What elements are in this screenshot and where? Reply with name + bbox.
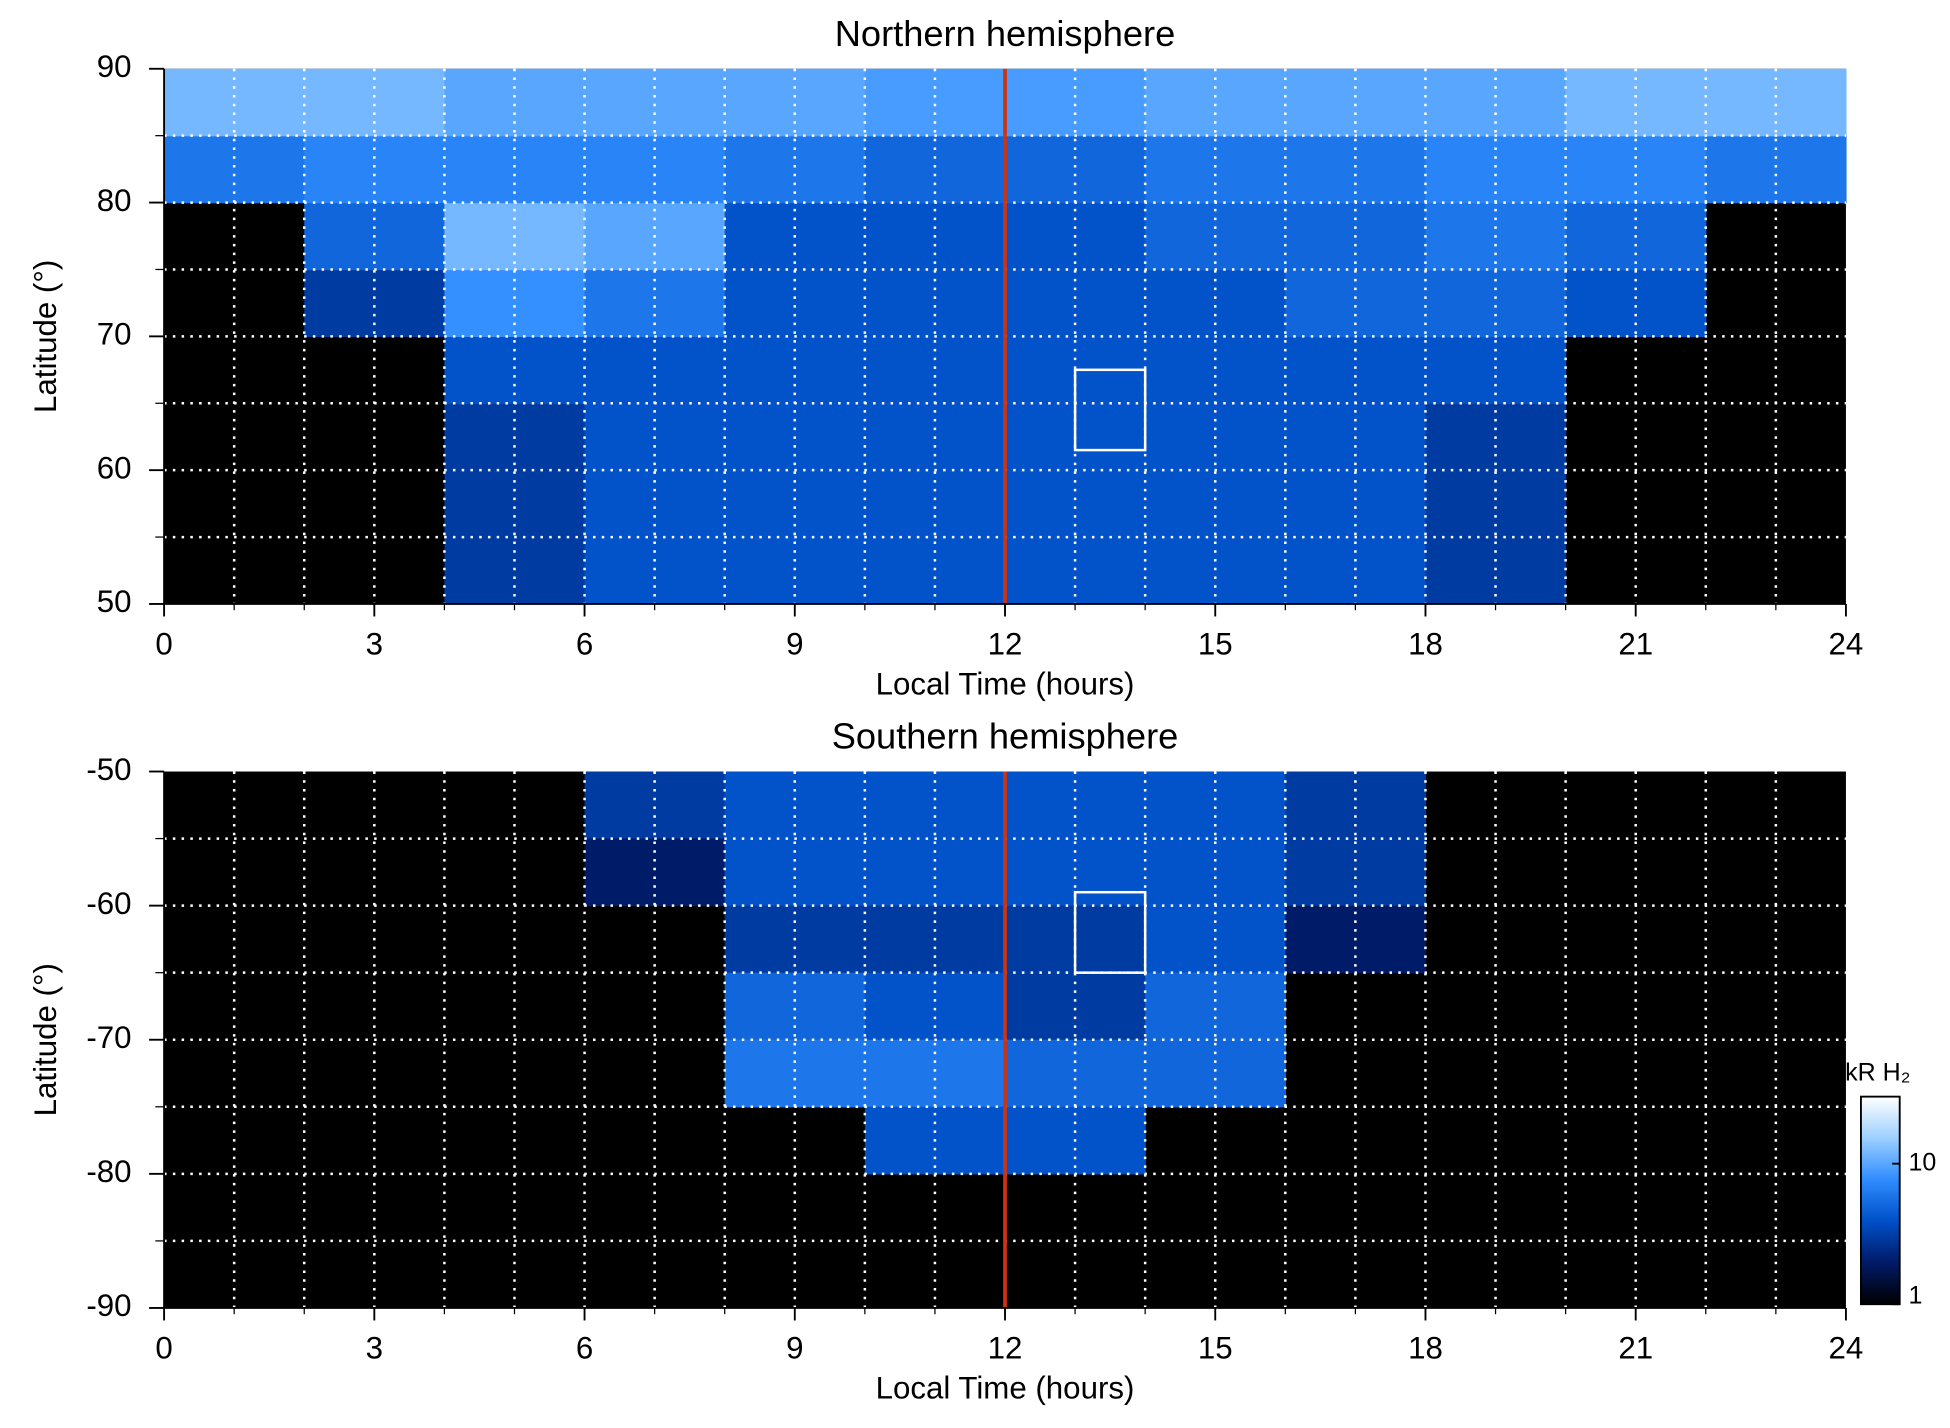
- x-tick-label: 12: [988, 1331, 1023, 1366]
- x-tick-label: 15: [1198, 627, 1233, 662]
- heat-cell: [864, 771, 1006, 840]
- y-tick-label: 60: [97, 450, 132, 485]
- x-tick-label: 12: [988, 627, 1023, 662]
- heat-cell: [724, 537, 866, 605]
- y-axis-label: Latitude (°): [28, 260, 63, 413]
- y-tick-label: -70: [86, 1020, 131, 1055]
- heat-cell: [1285, 771, 1427, 840]
- y-tick-label: -50: [86, 752, 131, 787]
- x-tick-label: 18: [1408, 627, 1443, 662]
- y-tick-label: 50: [97, 584, 132, 619]
- y-tick-label: 80: [97, 183, 132, 218]
- heat-cell: [1145, 771, 1286, 840]
- region-box: [1073, 890, 1147, 974]
- x-tick-label: 9: [786, 1331, 803, 1366]
- colorbar-label: kR H₂: [1845, 1059, 1910, 1087]
- heat-cell: [724, 771, 866, 840]
- heat-cell: [1425, 537, 1567, 605]
- region-box: [1073, 368, 1147, 452]
- chart-title: Southern hemisphere: [832, 716, 1179, 757]
- y-axis-label: Latitude (°): [28, 963, 63, 1116]
- colorbar-tick-label: 1: [1908, 1281, 1922, 1309]
- x-tick-label: 21: [1618, 1331, 1653, 1366]
- heat-cell: [864, 537, 1006, 605]
- y-tick-label: 70: [97, 317, 132, 352]
- y-tick-label: -80: [86, 1154, 131, 1189]
- heat-cell: [584, 537, 726, 605]
- y-tick-label: -60: [86, 886, 131, 921]
- x-tick-label: 3: [366, 1331, 383, 1366]
- heat-cell: [1005, 771, 1146, 840]
- x-axis-label: Local Time (hours): [876, 667, 1135, 702]
- x-tick-label: 15: [1198, 1331, 1233, 1366]
- x-axis-label: Local Time (hours): [876, 1371, 1135, 1406]
- y-tick-label: 90: [97, 49, 132, 84]
- x-tick-label: 3: [366, 627, 383, 662]
- x-tick-label: 18: [1408, 1331, 1443, 1366]
- heat-cell: [584, 771, 726, 840]
- heat-cell: [1285, 537, 1427, 605]
- heat-cell: [1005, 537, 1146, 605]
- x-tick-label: 6: [576, 627, 593, 662]
- x-tick-label: 24: [1829, 1331, 1864, 1366]
- x-tick-label: 6: [576, 1331, 593, 1366]
- heat-cell: [1145, 537, 1286, 605]
- x-tick-label: 21: [1618, 627, 1653, 662]
- heat-cell: [444, 537, 586, 605]
- y-tick-label: -90: [86, 1288, 131, 1323]
- chart-title: Northern hemisphere: [835, 13, 1176, 54]
- x-tick-label: 0: [155, 1331, 172, 1366]
- x-tick-label: 0: [155, 627, 172, 662]
- x-tick-label: 24: [1829, 627, 1864, 662]
- colorbar-tick-label: 10: [1908, 1148, 1936, 1176]
- x-tick-label: 9: [786, 627, 803, 662]
- colorbar: [1859, 1095, 1901, 1306]
